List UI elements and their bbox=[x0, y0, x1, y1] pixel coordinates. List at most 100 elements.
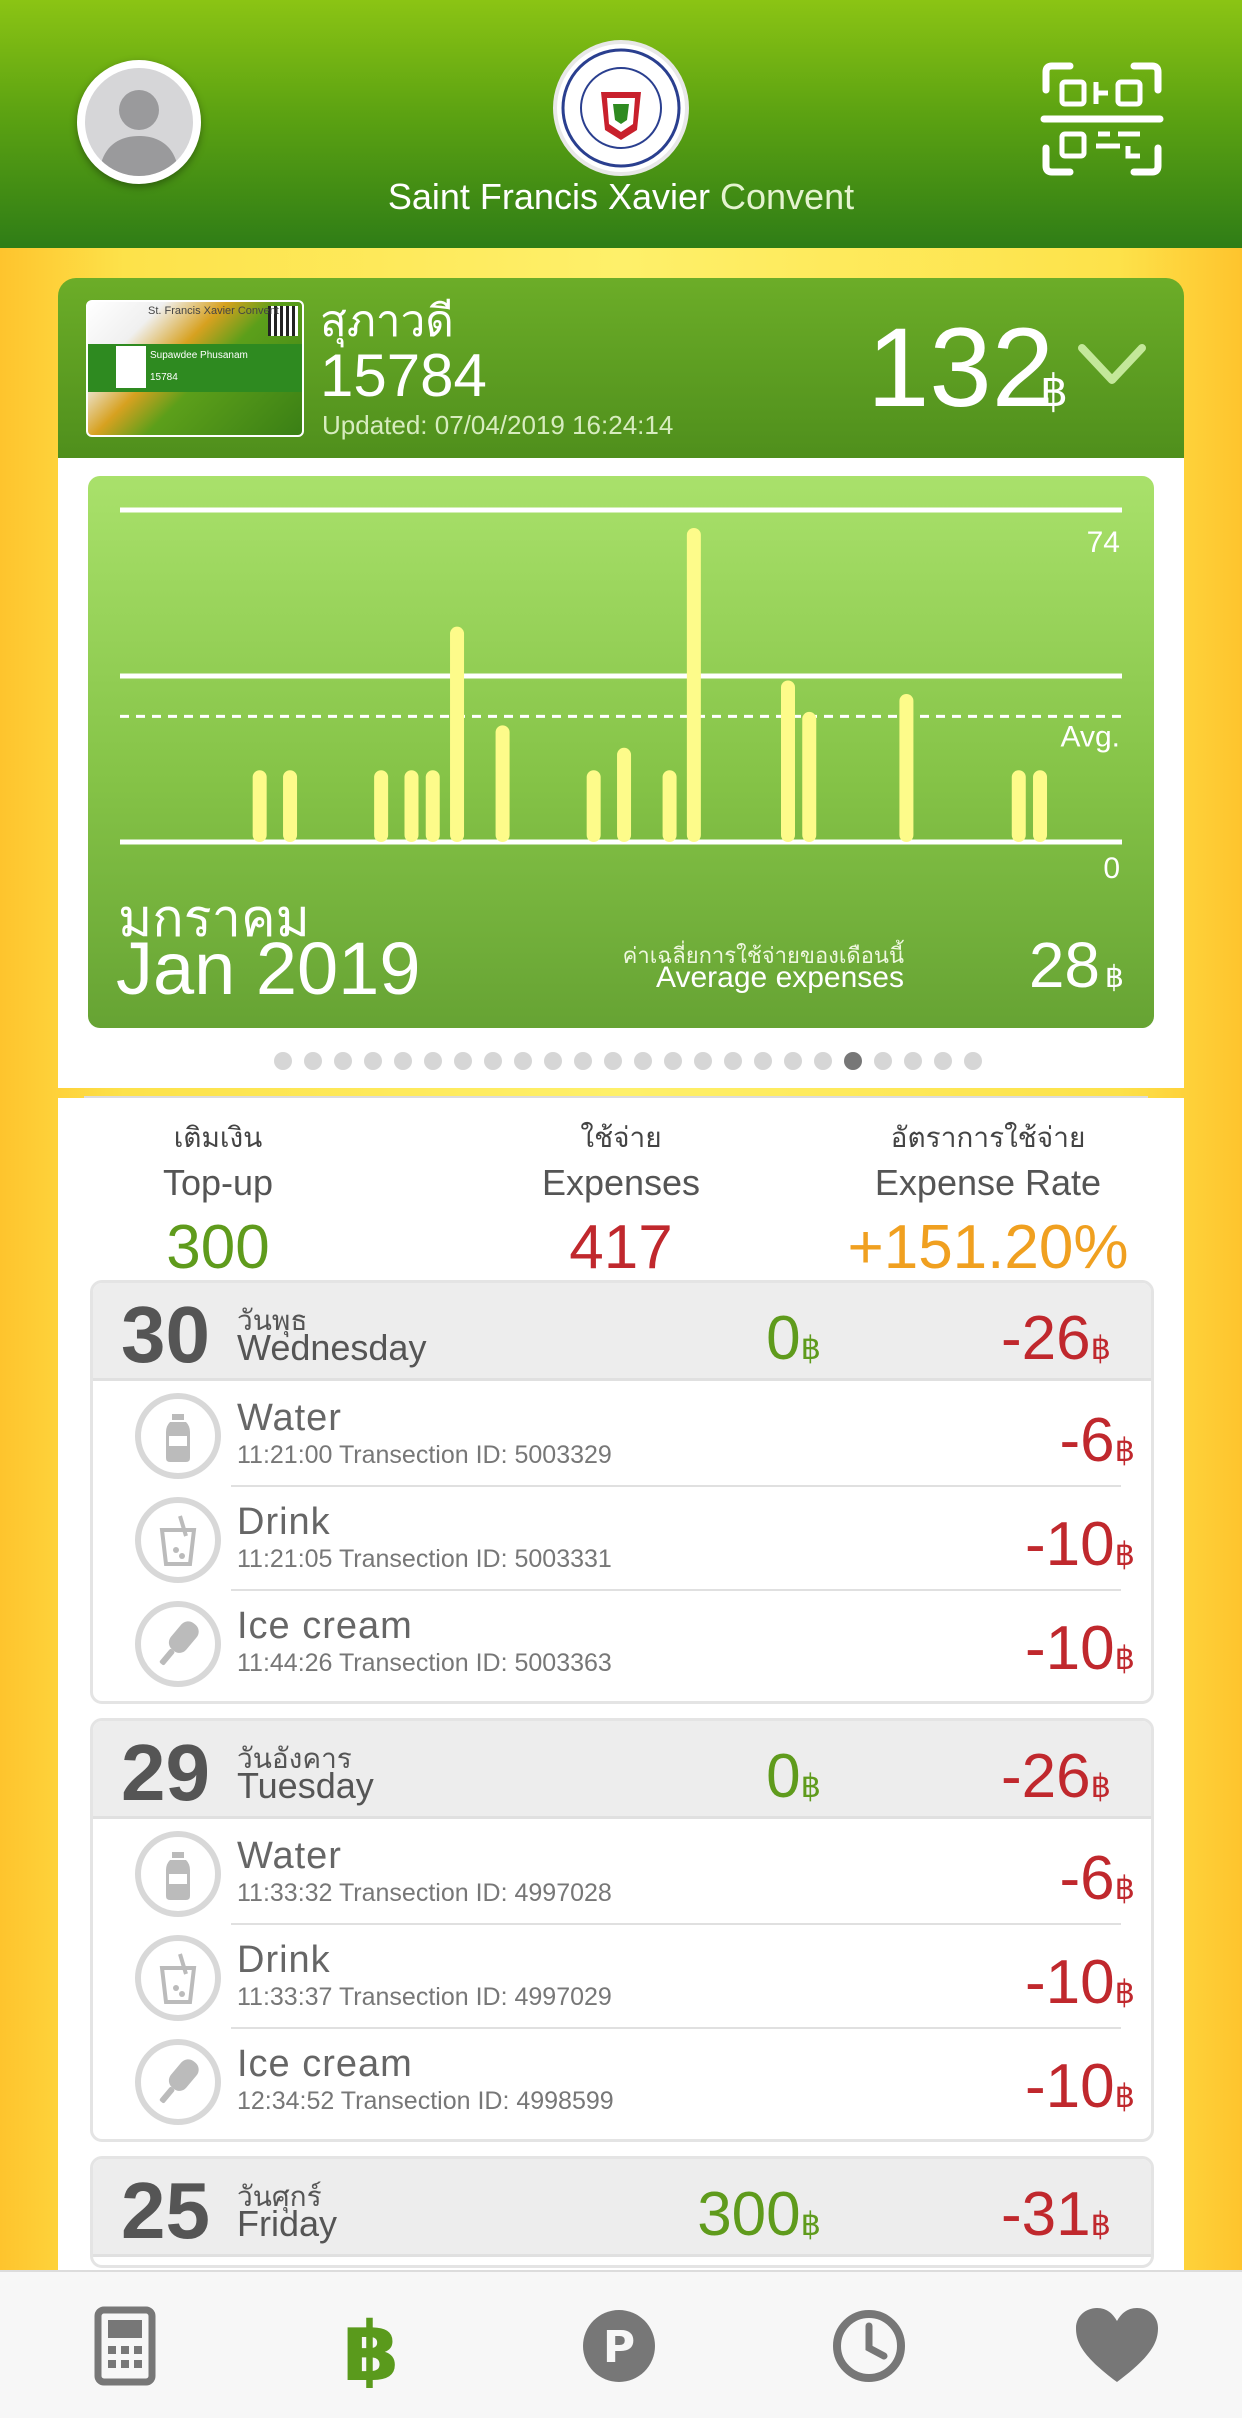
page-dot[interactable] bbox=[394, 1052, 412, 1070]
transaction-meta: 11:33:32 Transection ID: 4997028 bbox=[237, 1879, 612, 1907]
chart-section: 74 Avg. 0 มกราคม Jan 2019 ค่าเฉลี่ยการใช้จ… bbox=[58, 458, 1184, 1098]
transaction-row[interactable]: Drink 11:21:05 Transection ID: 5003331 -10… bbox=[93, 1485, 1151, 1589]
page-dot[interactable] bbox=[904, 1052, 922, 1070]
chart-bar bbox=[781, 680, 795, 842]
app-title: Saint Francis Xavier Convent bbox=[0, 176, 1242, 218]
page-dot[interactable] bbox=[844, 1052, 862, 1070]
avg-expense-value: 28 bbox=[1028, 929, 1100, 1001]
transaction-row[interactable]: Water 11:33:32 Transection ID: 4997028 -6฿ bbox=[93, 1819, 1151, 1923]
page-dot[interactable] bbox=[544, 1052, 562, 1070]
transaction-name: Water bbox=[237, 1397, 342, 1439]
day-header[interactable]: 29 วันอังคาร Tuesday 0฿ -26฿ bbox=[93, 1721, 1151, 1819]
rate-label: Expense Rate bbox=[874, 1162, 1102, 1203]
topup-label: Top-up bbox=[162, 1162, 274, 1203]
profile-avatar[interactable] bbox=[77, 60, 201, 184]
chart-bar bbox=[404, 770, 419, 842]
heart-icon bbox=[1076, 2308, 1158, 2382]
transaction-icon bbox=[135, 2039, 221, 2125]
expenses-label-thai: ใช้จ่าย bbox=[580, 1122, 662, 1153]
tab-card[interactable] bbox=[80, 2304, 170, 2388]
transaction-amount: -6฿ bbox=[1059, 1406, 1136, 1475]
rate-value: +151.20% bbox=[847, 1213, 1129, 1282]
transaction-meta: 11:21:05 Transection ID: 5003331 bbox=[237, 1545, 612, 1573]
page-dot[interactable] bbox=[454, 1052, 472, 1070]
app-header: Saint Francis Xavier Convent bbox=[0, 0, 1242, 248]
day-topup-total: 0฿ bbox=[766, 1742, 821, 1811]
page-dot[interactable] bbox=[814, 1052, 832, 1070]
card-thumb-number: 15784 bbox=[150, 372, 178, 383]
chevron-down-icon[interactable] bbox=[1076, 340, 1148, 388]
chart-bar bbox=[802, 711, 817, 842]
transaction-row[interactable]: Ice cream 12:34:52 Transection ID: 499859… bbox=[93, 2027, 1151, 2131]
page-dot[interactable] bbox=[604, 1052, 622, 1070]
page-dot[interactable] bbox=[874, 1052, 892, 1070]
transaction-name: Ice cream bbox=[237, 2043, 413, 2085]
student-name: สุภาวดี bbox=[320, 297, 454, 346]
balance-currency: ฿ bbox=[1040, 367, 1068, 416]
transaction-amount: -10฿ bbox=[1025, 1948, 1135, 2017]
transaction-amount: -10฿ bbox=[1025, 1510, 1135, 1579]
avg-label-english: Average expenses bbox=[656, 961, 904, 994]
day-header[interactable]: 25 วันศุกร์ Friday 300฿ -31฿ bbox=[93, 2159, 1151, 2257]
transaction-icon bbox=[135, 1601, 221, 1687]
page-dot[interactable] bbox=[334, 1052, 352, 1070]
expenses-summary: ใช้จ่าย Expenses 417 bbox=[461, 1116, 781, 1283]
tab-points[interactable]: P bbox=[574, 2304, 664, 2388]
page-dot[interactable] bbox=[934, 1052, 952, 1070]
page-dot[interactable] bbox=[574, 1052, 592, 1070]
chart-bar bbox=[617, 747, 632, 842]
chart-bar bbox=[899, 693, 914, 842]
page-dot[interactable] bbox=[274, 1052, 292, 1070]
page-dot[interactable] bbox=[484, 1052, 502, 1070]
page-dot[interactable] bbox=[514, 1052, 532, 1070]
day-header[interactable]: 30 วันพุธ Wednesday 0฿ -26฿ bbox=[93, 1283, 1151, 1381]
transaction-row[interactable]: Water 11:21:00 Transection ID: 5003329 -6฿ bbox=[93, 1381, 1151, 1485]
transaction-icon bbox=[135, 1497, 221, 1583]
transaction-row[interactable]: Drink 11:33:37 Transection ID: 4997029 -10… bbox=[93, 1923, 1151, 2027]
monthly-expense-chart[interactable]: 74 Avg. 0 มกราคม Jan 2019 ค่าเฉลี่ยการใช้จ… bbox=[88, 476, 1154, 1028]
page-dot[interactable] bbox=[664, 1052, 682, 1070]
card-thumb-holder: Supawdee Phusanam bbox=[150, 350, 248, 361]
balance-amount: 132 bbox=[867, 305, 1054, 430]
page-dot[interactable] bbox=[784, 1052, 802, 1070]
transaction-icon bbox=[135, 1831, 221, 1917]
day-number: 25 bbox=[121, 2166, 210, 2255]
transaction-row[interactable]: Ice cream 11:44:26 Transection ID: 500336… bbox=[93, 1589, 1151, 1693]
tab-history[interactable] bbox=[824, 2304, 914, 2388]
transaction-meta: 12:34:52 Transection ID: 4998599 bbox=[237, 2087, 614, 2115]
baht-icon: ฿ bbox=[342, 2305, 399, 2400]
points-icon: P bbox=[583, 2310, 655, 2382]
transaction-icon bbox=[135, 1935, 221, 2021]
svg-text:P: P bbox=[603, 2322, 635, 2373]
transaction-icon bbox=[135, 1393, 221, 1479]
page-dot[interactable] bbox=[634, 1052, 652, 1070]
page-dot[interactable] bbox=[724, 1052, 742, 1070]
tab-favorites[interactable] bbox=[1072, 2304, 1162, 2388]
transaction-amount: -10฿ bbox=[1025, 1614, 1135, 1683]
student-card-image[interactable]: St. Francis Xavier Convent Supawdee Phus… bbox=[86, 300, 304, 437]
qr-scan-button[interactable] bbox=[1040, 60, 1164, 178]
day-expense-total: -26฿ bbox=[1001, 1304, 1111, 1373]
day-name: Friday bbox=[237, 2203, 338, 2244]
tab-balance[interactable]: ฿ bbox=[326, 2304, 416, 2400]
avg-expense-currency: ฿ bbox=[1104, 961, 1124, 994]
page-dot[interactable] bbox=[304, 1052, 322, 1070]
avg-label-thai: ค่าเฉลี่ยการใช้จ่ายของเดือนนี้ bbox=[622, 943, 904, 968]
page-dot[interactable] bbox=[364, 1052, 382, 1070]
day-topup-total: 300฿ bbox=[697, 2180, 821, 2249]
drink-cup-icon bbox=[159, 1515, 197, 1566]
page-dot[interactable] bbox=[694, 1052, 712, 1070]
day-name-thai: วันอังคาร bbox=[237, 1743, 352, 1774]
day-group: 25 วันศุกร์ Friday 300฿ -31฿ bbox=[90, 2156, 1154, 2268]
transaction-name: Drink bbox=[237, 1501, 331, 1543]
transaction-amount: -6฿ bbox=[1059, 1844, 1136, 1913]
history-clock-icon bbox=[833, 2310, 905, 2382]
page-dot[interactable] bbox=[424, 1052, 442, 1070]
page-indicator[interactable] bbox=[58, 1052, 1184, 1070]
topup-value: 300 bbox=[166, 1213, 270, 1282]
card-thumb-school: St. Francis Xavier Convent bbox=[148, 305, 279, 317]
page-dot[interactable] bbox=[754, 1052, 772, 1070]
drink-cup-icon bbox=[159, 1953, 197, 2004]
transaction-amount: -10฿ bbox=[1025, 2052, 1135, 2121]
page-dot[interactable] bbox=[964, 1052, 982, 1070]
